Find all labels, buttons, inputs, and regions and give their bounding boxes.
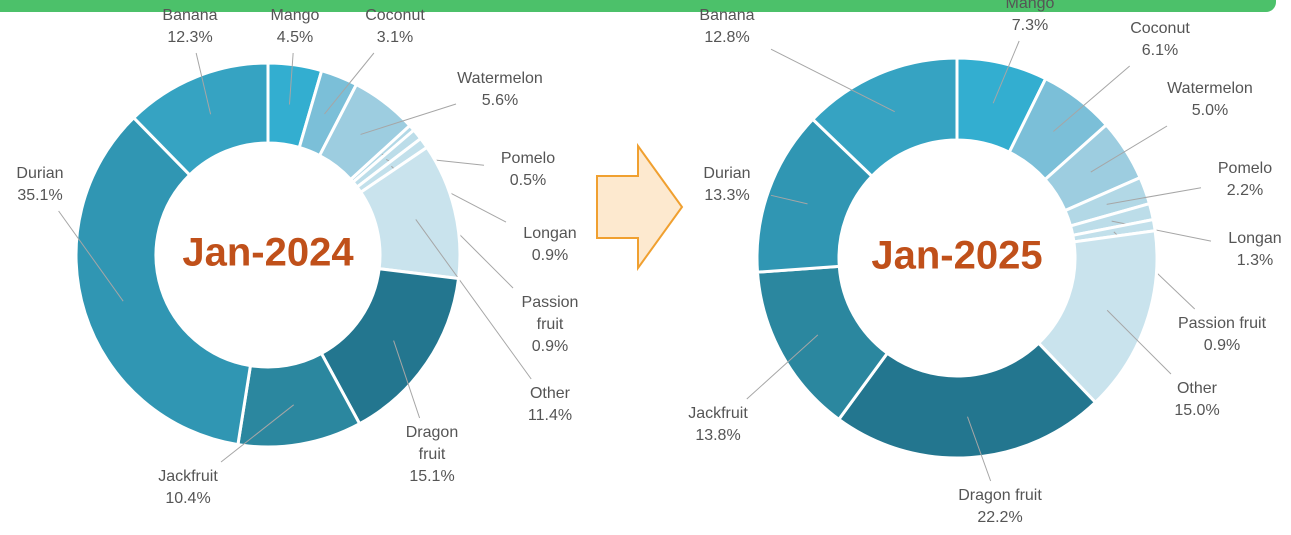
data-label: Coconut 6.1%	[1130, 20, 1190, 59]
label-name-part: fruit	[537, 316, 564, 333]
leader-line	[770, 48, 895, 113]
data-label: Pomelo 0.5%	[501, 150, 555, 189]
leader-line	[324, 52, 375, 115]
leader-line	[967, 416, 992, 482]
leader-line	[220, 404, 295, 463]
label-name-part: Dragon	[406, 424, 458, 441]
data-label: Durian 13.3%	[703, 165, 750, 204]
leader-line	[770, 194, 808, 205]
leader-line	[992, 40, 1020, 104]
label-name: Pomelo	[1218, 160, 1272, 177]
label-name: Banana	[699, 7, 754, 24]
leader-line	[415, 219, 532, 380]
label-value: 13.3%	[704, 187, 749, 204]
data-label: Durian 35.1%	[16, 165, 63, 204]
label-name: Coconut	[1130, 20, 1190, 37]
label-value: 12.3%	[167, 29, 212, 46]
data-label: Banana 12.8%	[699, 7, 754, 46]
label-value: 12.8%	[704, 29, 749, 46]
data-label: Dragon fruit 15.1%	[406, 424, 458, 485]
data-label: Other 15.0%	[1174, 380, 1219, 419]
label-value: 0.9%	[532, 338, 568, 355]
data-label: Mango 7.3%	[1006, 0, 1055, 34]
label-value: 6.1%	[1142, 42, 1178, 59]
label-value: 3.1%	[377, 29, 413, 46]
data-label: Longan 1.3%	[1228, 230, 1281, 269]
data-label: Mango 4.5%	[271, 7, 320, 46]
leader-line	[393, 340, 421, 419]
label-value: 0.9%	[532, 247, 568, 264]
label-name: Other	[1177, 380, 1218, 397]
label-value: 5.0%	[1192, 102, 1228, 119]
label-value: 0.9%	[1204, 337, 1240, 354]
label-name: Banana	[162, 7, 217, 24]
leader-line	[746, 334, 819, 400]
slice	[836, 341, 1098, 460]
label-name: Passion fruit	[1178, 315, 1267, 332]
label-value: 11.4%	[528, 407, 572, 424]
label-value: 7.3%	[1012, 17, 1048, 34]
label-name: Pomelo	[501, 150, 555, 167]
donut-chart: Mango 4.5% Coconut 3.1% Watermelon 5.6% Pomelo…	[16, 7, 578, 507]
label-name: Jackfruit	[688, 405, 748, 422]
leader-line	[58, 210, 124, 302]
label-name: Dragon fruit	[958, 487, 1042, 504]
label-value: 13.8%	[695, 427, 740, 444]
label-name-part: Passion	[522, 294, 579, 311]
data-label: Watermelon 5.0%	[1167, 80, 1253, 119]
label-name: Watermelon	[1167, 80, 1253, 97]
leader-line	[1053, 65, 1131, 132]
leader-line	[195, 52, 212, 115]
label-value: 15.1%	[409, 468, 454, 485]
label-value: 1.3%	[1237, 252, 1273, 269]
leader-line	[288, 52, 294, 105]
leader-line	[1090, 125, 1168, 173]
label-name: Durian	[703, 165, 750, 182]
top-banner	[0, 0, 1276, 12]
data-label: Passion fruit 0.9%	[1178, 315, 1267, 354]
label-value: 22.2%	[977, 509, 1022, 526]
label-name: Watermelon	[457, 70, 543, 87]
label-value: 0.5%	[510, 172, 546, 189]
label-value: 2.2%	[1227, 182, 1263, 199]
slice	[131, 61, 270, 178]
data-label: Jackfruit 13.8%	[688, 405, 748, 444]
label-name: Jackfruit	[158, 468, 218, 485]
data-label: Dragon fruit 22.2%	[958, 487, 1042, 526]
label-name: Longan	[1228, 230, 1281, 247]
leader-line	[1106, 309, 1172, 375]
slice	[74, 115, 253, 447]
data-label: Pomelo 2.2%	[1218, 160, 1272, 199]
label-value: 35.1%	[17, 187, 62, 204]
data-label: Jackfruit 10.4%	[158, 468, 218, 507]
data-label: Watermelon 5.6%	[457, 70, 543, 109]
donut-chart: Mango 7.3% Coconut 6.1% Watermelon 5.0% Pomelo…	[688, 0, 1281, 526]
data-label: Passion fruit 0.9%	[522, 294, 579, 355]
data-label: Longan 0.9%	[523, 225, 576, 264]
center-title: Jan-2025	[871, 234, 1042, 278]
leader-line	[360, 103, 457, 135]
label-value: 10.4%	[165, 490, 210, 507]
data-label: Other 11.4%	[528, 385, 572, 424]
data-label: Banana 12.3%	[162, 7, 217, 46]
leader-line	[1106, 187, 1202, 205]
label-name: Longan	[523, 225, 576, 242]
data-label: Coconut 3.1%	[365, 7, 425, 46]
label-name-part: fruit	[419, 446, 446, 463]
label-name: Other	[530, 385, 571, 402]
label-name: Mango	[271, 7, 320, 24]
label-value: 15.0%	[1174, 402, 1219, 419]
label-name: Coconut	[365, 7, 425, 24]
arrow	[596, 142, 684, 272]
label-name: Durian	[16, 165, 63, 182]
label-value: 4.5%	[277, 29, 313, 46]
label-name: Mango	[1006, 0, 1055, 12]
label-value: 5.6%	[482, 92, 518, 109]
center-title: Jan-2024	[182, 231, 354, 275]
